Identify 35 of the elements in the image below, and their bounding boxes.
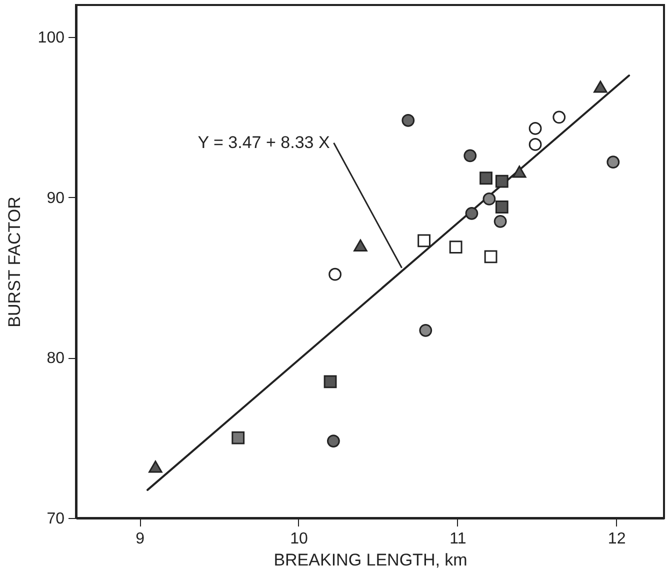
point: [418, 234, 430, 248]
x-tick-label: 12: [608, 530, 626, 548]
point: [232, 431, 245, 444]
point: [528, 122, 542, 135]
annotation: Y = 3.47 + 8.33 X: [198, 132, 330, 152]
point: [552, 110, 566, 124]
y-tick-label: 90: [46, 190, 65, 207]
point: [148, 460, 162, 473]
point: [419, 324, 432, 337]
x-tick-label: 10: [290, 530, 308, 548]
point: [354, 239, 368, 252]
point: [482, 192, 496, 206]
point: [464, 149, 477, 162]
point: [606, 156, 620, 169]
point: [327, 434, 340, 448]
point: [465, 206, 478, 220]
y-tick-label: 100: [38, 30, 65, 47]
point: [528, 138, 542, 151]
point: [494, 214, 507, 228]
point: [484, 250, 498, 264]
point: [480, 172, 492, 185]
x-tick-label: 11: [450, 530, 466, 548]
y-tick-label: 80: [46, 350, 65, 368]
y-axis-title: BURST FACTOR: [4, 196, 24, 328]
point: [594, 80, 608, 93]
point: [449, 240, 462, 254]
x-axis-title: BREAKING LENGTH, km: [274, 550, 468, 570]
y-tick-label: 70: [46, 510, 65, 528]
point: [324, 375, 337, 388]
point: [328, 268, 342, 281]
point: [512, 166, 526, 178]
point: [495, 200, 508, 214]
point: [402, 114, 415, 127]
point: [495, 174, 508, 188]
x-tick-label: 9: [136, 530, 145, 548]
